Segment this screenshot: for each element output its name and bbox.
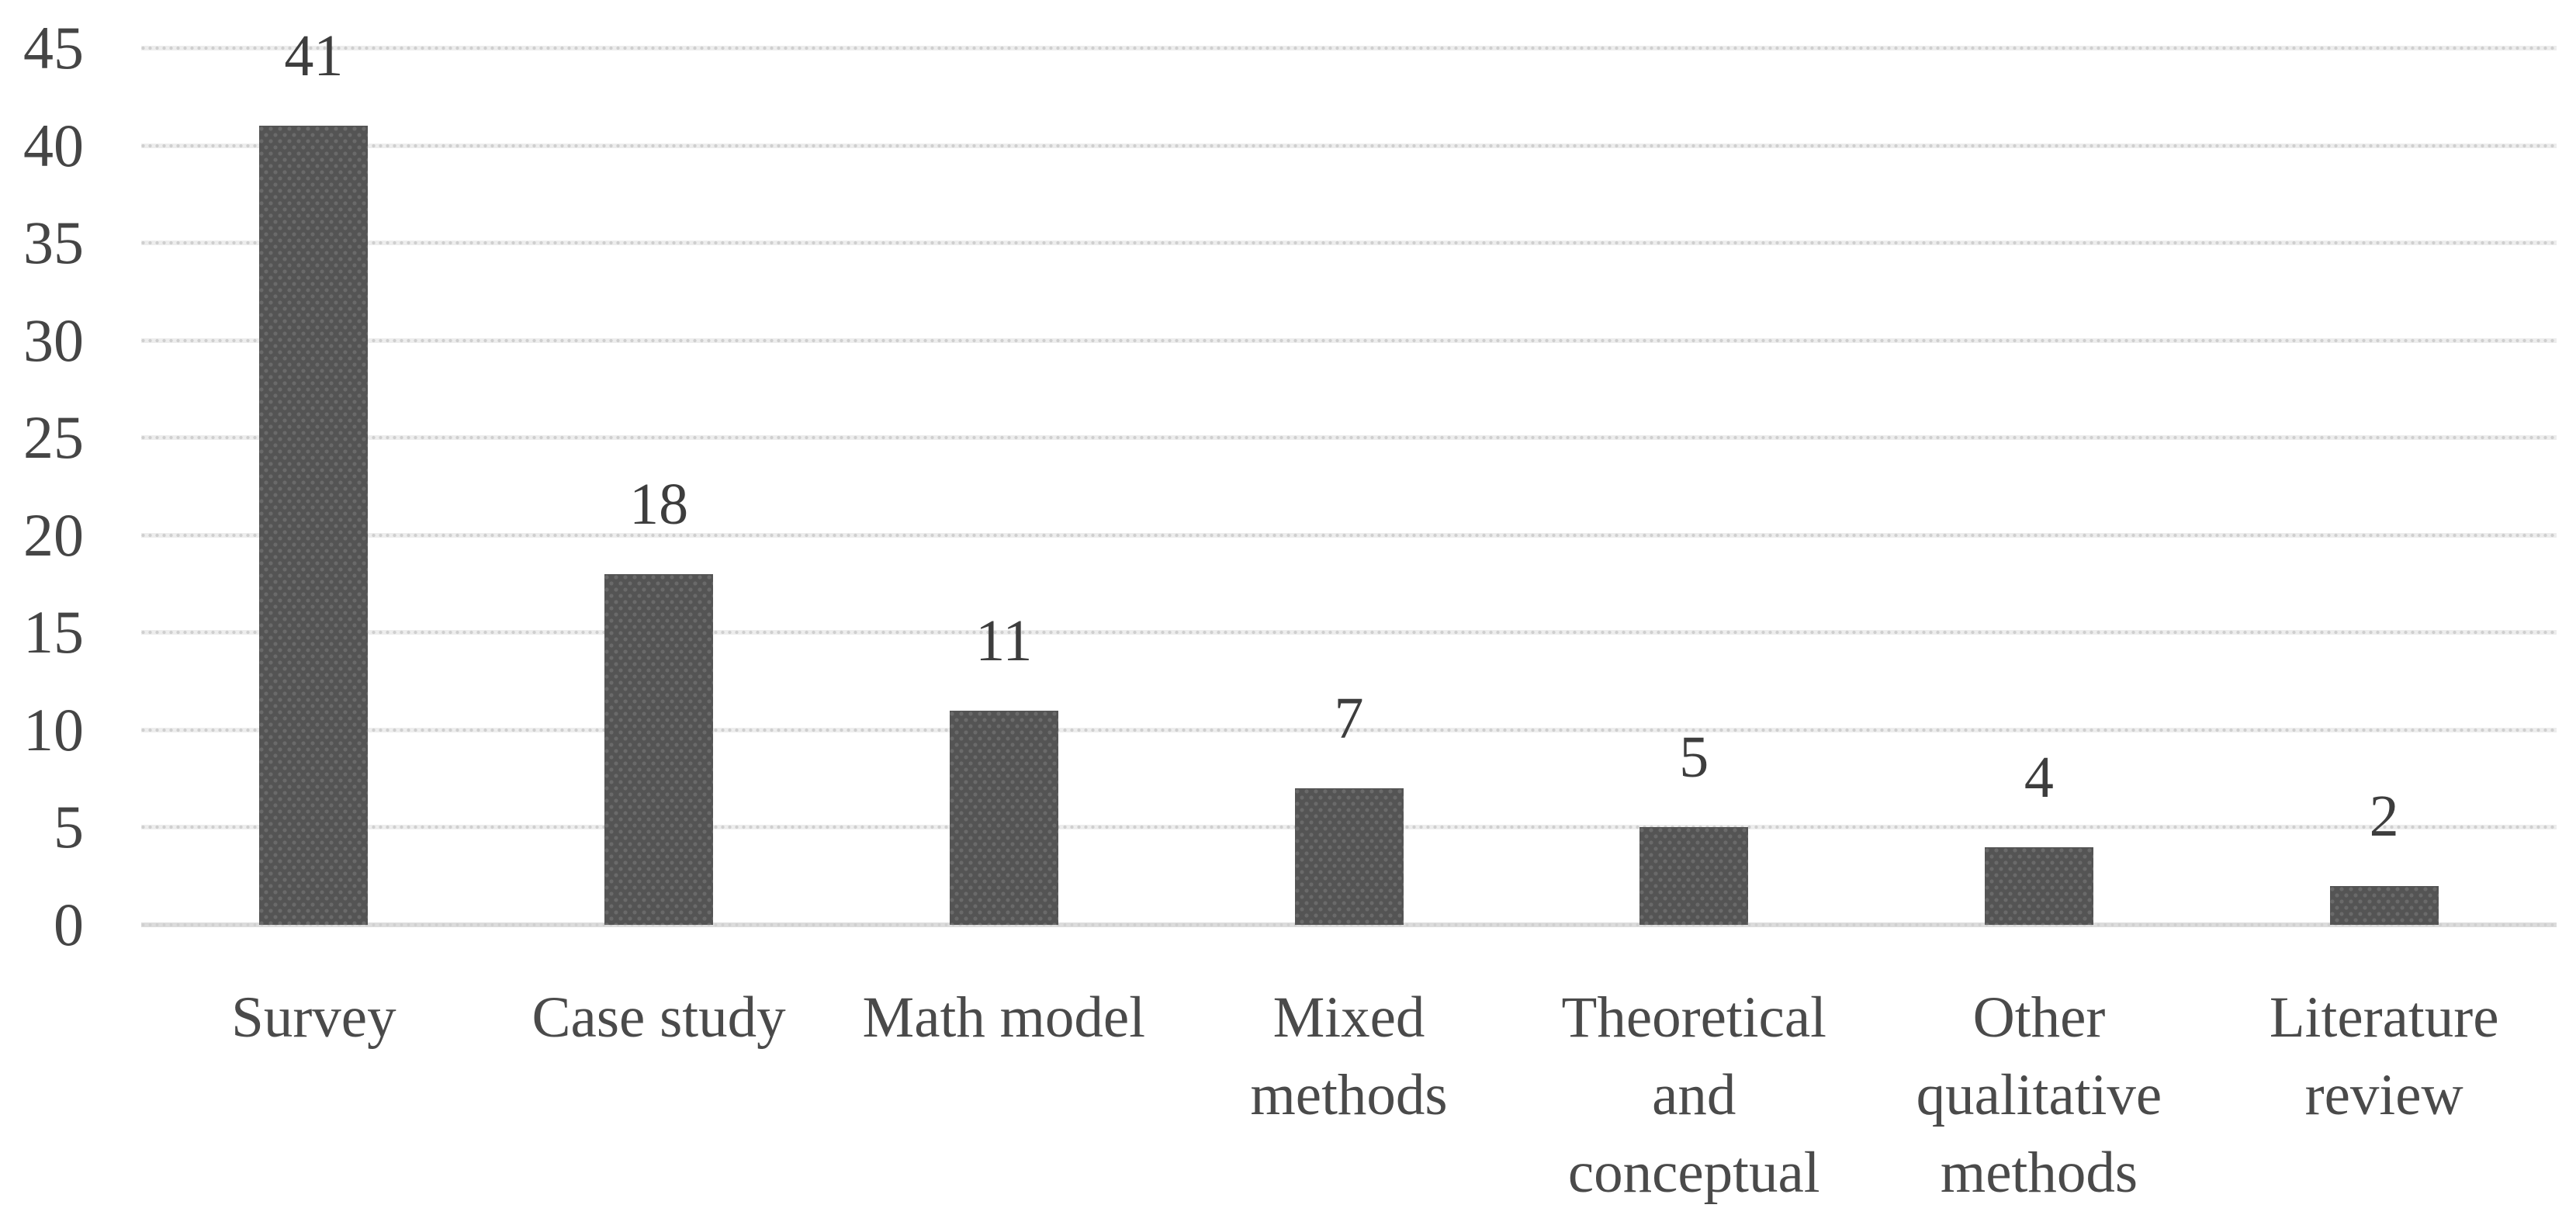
gridline-10: [141, 727, 2557, 732]
x-label-theoretical-and-conceptual: Theoretical and conceptual: [1561, 985, 1826, 1205]
gridline-30: [141, 338, 2557, 343]
gridline-35: [141, 241, 2557, 246]
value-label-other-qualitative-methods: 4: [2024, 744, 2054, 810]
y-tick-label-40: 40: [23, 111, 84, 179]
x-axis: Survey Case study Math model Mixed methods T…: [141, 979, 2557, 1212]
value-label-mixed-methods: 7: [1334, 686, 1364, 752]
x-label-literature-review: Literature review: [2269, 985, 2499, 1127]
gridline-15: [141, 630, 2557, 635]
value-label-literature-review: 2: [2369, 783, 2399, 849]
bar-survey: [259, 126, 369, 925]
bar-math-model: [949, 710, 1058, 925]
bar-case-study: [604, 574, 714, 925]
x-label-other-qualitative-methods: Other qualitative methods: [1916, 985, 2162, 1205]
x-label-math-model: Math model: [862, 985, 1146, 1050]
value-label-case-study: 18: [629, 472, 689, 537]
value-label-math-model: 11: [975, 608, 1033, 673]
y-tick-label-10: 10: [23, 695, 84, 763]
x-axis-baseline: [141, 923, 2557, 927]
y-tick-label-20: 20: [23, 500, 84, 569]
gridline-40: [141, 143, 2557, 148]
x-label-case-study: Case study: [531, 985, 786, 1050]
value-label-theoretical-and-conceptual: 5: [1679, 725, 1709, 791]
gridline-25: [141, 435, 2557, 441]
gridline-45: [141, 46, 2557, 50]
y-tick-label-0: 0: [54, 891, 84, 958]
y-axis: 0 5 10 15 20 25 30 35 40 45: [0, 18, 93, 955]
y-tick-label-30: 30: [23, 306, 84, 374]
y-tick-label-15: 15: [23, 598, 84, 666]
plot-area: 41 18 11 7 5 4 2: [141, 26, 2557, 927]
bar-other-qualitative-methods: [1984, 846, 2093, 925]
bar-literature-review: [2329, 885, 2439, 925]
y-tick-label-25: 25: [23, 403, 84, 472]
bar-series: 41 18 11 7 5 4 2: [141, 26, 2557, 925]
y-tick-label-5: 5: [54, 793, 84, 861]
gridline-20: [141, 532, 2557, 538]
x-label-survey: Survey: [231, 985, 396, 1050]
value-label-survey: 41: [284, 23, 344, 89]
x-label-mixed-methods: Mixed methods: [1250, 985, 1448, 1127]
y-tick-label-45: 45: [23, 14, 84, 81]
bar-theoretical-and-conceptual: [1639, 827, 1749, 925]
bar-mixed-methods: [1294, 788, 1404, 925]
y-tick-label-35: 35: [23, 209, 84, 277]
